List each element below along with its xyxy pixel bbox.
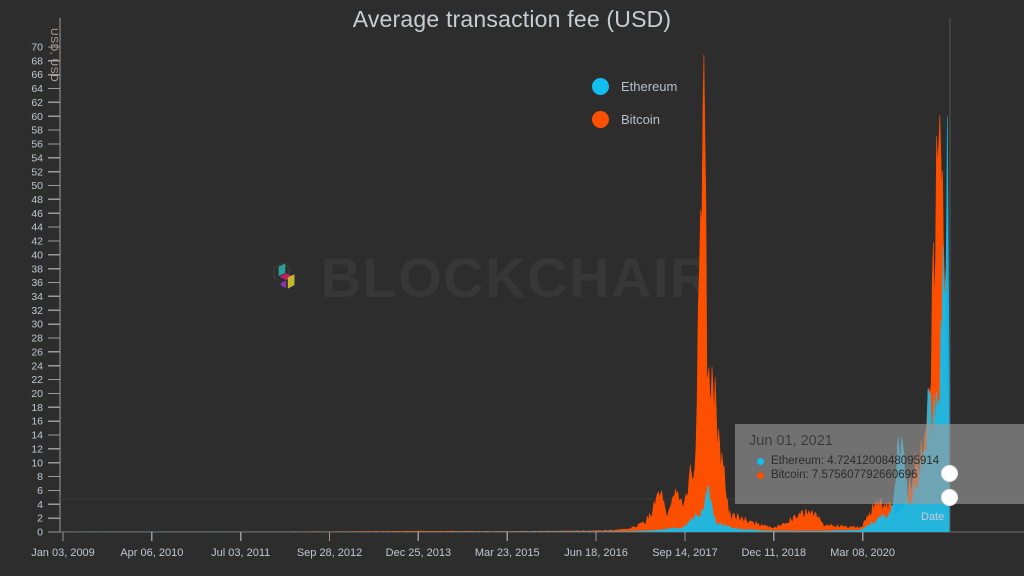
y-tick-label: 64 (31, 83, 43, 95)
y-tick-label: 24 (31, 360, 43, 372)
chart-legend: Ethereum Bitcoin (592, 78, 677, 128)
data-series-group (60, 54, 951, 532)
y-tick-label: 28 (31, 333, 43, 345)
legend-item-bitcoin[interactable]: Bitcoin (592, 111, 677, 128)
y-tick-label: 16 (31, 416, 43, 428)
x-tick-label: Apr 06, 2010 (120, 547, 183, 559)
y-tick-label: 48 (31, 194, 43, 206)
y-tick-label: 20 (31, 388, 43, 400)
y-tick-label: 10 (31, 457, 43, 469)
hover-marker-ethereum (941, 489, 958, 506)
y-axis-label: USD, USD (48, 28, 60, 83)
y-tick-label: 32 (31, 305, 43, 317)
y-tick-label: 12 (31, 443, 43, 455)
x-tick-label: Sep 28, 2012 (297, 547, 362, 559)
x-tick-label: Jul 03, 2011 (211, 547, 270, 559)
y-tick-label: 0 (37, 527, 43, 539)
y-tick-label: 44 (31, 222, 43, 234)
x-tick-label: Dec 25, 2013 (386, 547, 451, 559)
x-axis: Jan 03, 2009 Apr 06, 2010 Jul 03, 2011 Sep … (31, 531, 1024, 559)
y-tick-label: 4 (37, 499, 43, 511)
y-tick-label: 62 (31, 97, 43, 109)
x-tick-label: Jun 18, 2016 (564, 547, 628, 559)
y-tick-label: 36 (31, 277, 43, 289)
y-tick-label: 70 (31, 42, 43, 54)
x-tick-label: Sep 14, 2017 (652, 547, 717, 559)
y-tick-label: 52 (31, 166, 43, 178)
legend-label-bitcoin: Bitcoin (621, 112, 661, 127)
x-tick-label: Mar 08, 2020 (830, 547, 895, 559)
y-tick-label: 26 (31, 346, 43, 358)
y-tick-label: 6 (37, 485, 43, 497)
y-axis: 0246810121416182022242628303234363840424… (31, 18, 61, 539)
y-tick-label: 30 (31, 319, 43, 331)
x-tick-label: Dec 11, 2018 (741, 547, 806, 559)
x-tick-label: Mar 23, 2015 (475, 547, 540, 559)
y-tick-label: 38 (31, 263, 43, 275)
y-tick-label: 60 (31, 111, 43, 123)
legend-item-ethereum[interactable]: Ethereum (592, 78, 677, 95)
y-tick-label: 14 (31, 430, 43, 442)
y-tick-label: 42 (31, 236, 43, 248)
x-axis-label: Date (921, 511, 945, 523)
y-tick-label: 8 (37, 471, 43, 483)
y-tick-label: 40 (31, 249, 43, 261)
series-area-bitcoin (60, 54, 951, 532)
legend-dot-ethereum (592, 78, 609, 95)
y-tick-label: 58 (31, 125, 43, 137)
y-tick-label: 66 (31, 69, 43, 81)
legend-dot-bitcoin (592, 111, 609, 128)
y-tick-label: 34 (31, 291, 43, 303)
y-tick-label: 2 (37, 513, 43, 525)
y-tick-label: 18 (31, 402, 43, 414)
x-tick-label: Jan 03, 2009 (31, 547, 95, 559)
page-title: Average transaction fee (USD) (352, 6, 672, 32)
y-tick-label: 22 (31, 374, 43, 386)
y-tick-label: 54 (31, 152, 43, 164)
y-tick-label: 68 (31, 55, 43, 67)
y-tick-label: 46 (31, 208, 43, 220)
hover-marker-bitcoin (941, 465, 958, 482)
y-tick-label: 56 (31, 139, 43, 151)
legend-label-ethereum: Ethereum (621, 79, 678, 94)
y-tick-label: 50 (31, 180, 43, 192)
series-area-ethereum (60, 116, 951, 532)
